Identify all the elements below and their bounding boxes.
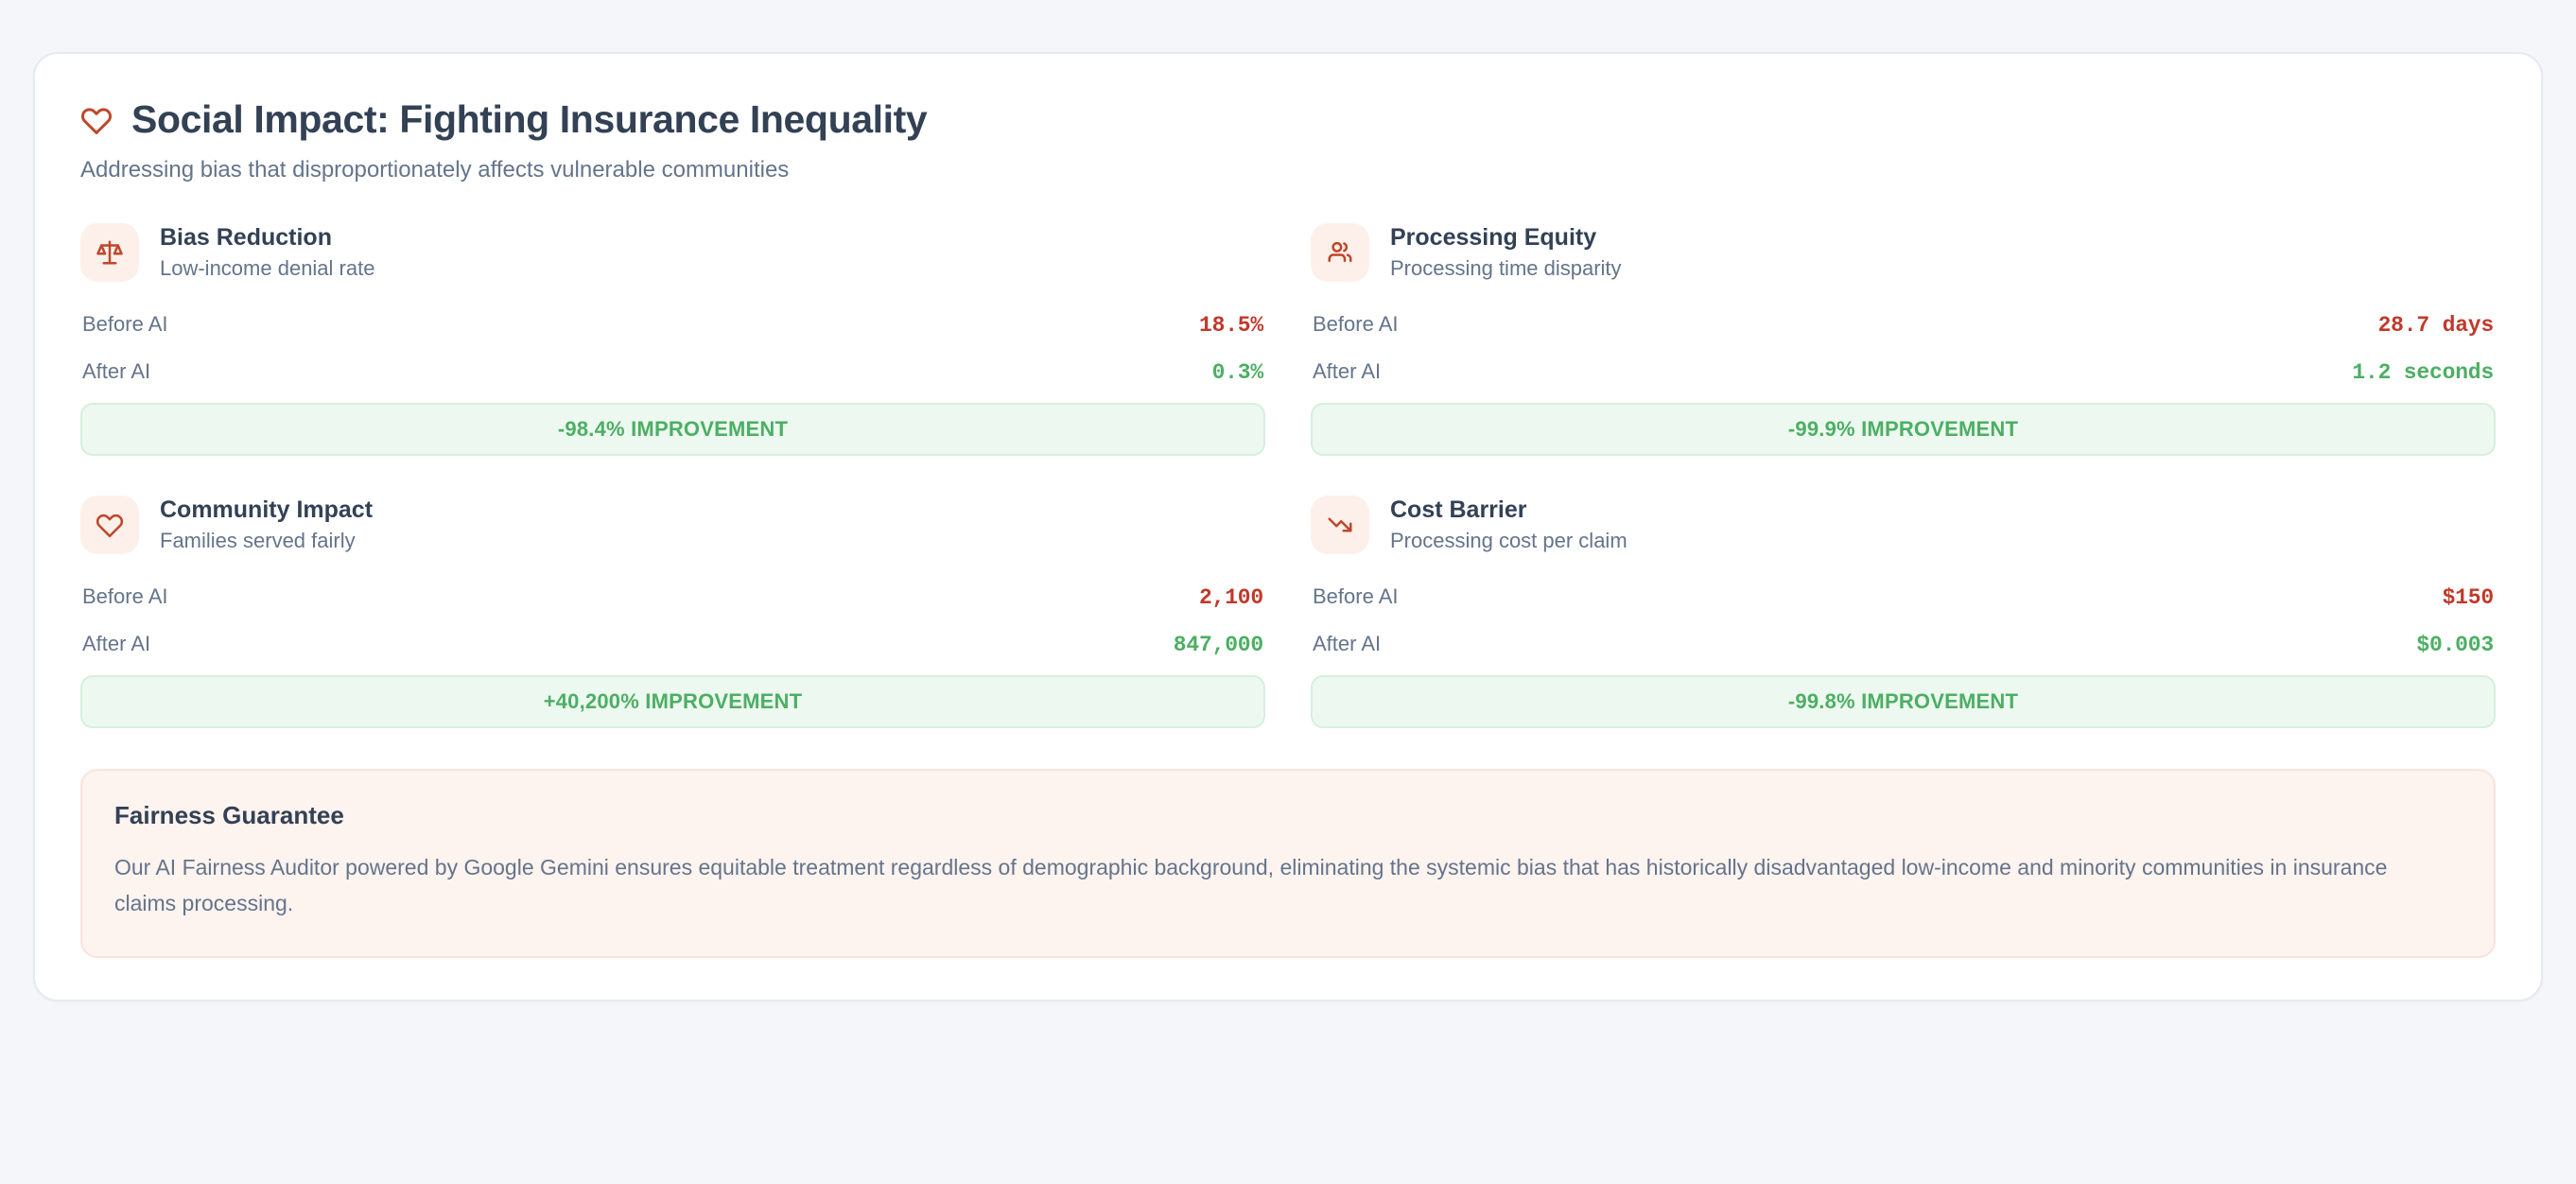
before-row: Before AI 2,100 — [80, 579, 1265, 616]
panel-subtitle: Addressing bias that disproportionately … — [80, 157, 790, 183]
metric-sublabel: Families served fairly — [160, 529, 356, 553]
before-value: 28.7 days — [2377, 313, 2495, 339]
metric-header: Cost Barrier Processing cost per claim — [1311, 496, 2496, 555]
metric-grid: Bias Reduction Low-income denial rate Be… — [80, 218, 2496, 729]
before-value: 18.5% — [1198, 313, 1263, 339]
social-impact-panel: Social Impact: Fighting Insurance Inequa… — [33, 52, 2543, 1001]
metric-sublabel: Processing cost per claim — [1390, 529, 1627, 553]
after-label: After AI — [1313, 632, 1382, 656]
metric-label: Cost Barrier — [1390, 496, 1527, 523]
metric-label: Community Impact — [160, 496, 374, 523]
metric-label: Bias Reduction — [160, 223, 332, 251]
fairness-guarantee-title: Fairness Guarantee — [114, 801, 344, 830]
improvement-badge: -99.9% IMPROVEMENT — [1311, 403, 2496, 457]
after-value: 0.3% — [1211, 360, 1264, 386]
page-title: Social Impact: Fighting Insurance Inequa… — [131, 97, 928, 141]
scales-icon — [80, 223, 139, 283]
improvement-badge: -99.8% IMPROVEMENT — [1311, 675, 2496, 729]
after-row: After AI $0.003 — [1311, 626, 2496, 663]
after-row: After AI 0.3% — [80, 354, 1265, 391]
metric-card-community-impact: Community Impact Families served fairly … — [80, 490, 1265, 729]
fairness-guarantee-box: Fairness Guarantee Our AI Fairness Audit… — [80, 769, 2496, 958]
metric-title-block: Community Impact Families served fairly — [160, 496, 373, 554]
after-label: After AI — [82, 359, 151, 384]
after-label: After AI — [82, 632, 151, 656]
metric-header: Community Impact Families served fairly — [80, 496, 1265, 555]
after-value: 1.2 seconds — [2352, 360, 2494, 386]
title-row: Social Impact: Fighting Insurance Inequa… — [80, 97, 2496, 141]
after-row: After AI 1.2 seconds — [1311, 354, 2496, 391]
metric-header: Bias Reduction Low-income denial rate — [80, 223, 1265, 283]
metric-card-processing-equity: Processing Equity Processing time dispar… — [1311, 218, 2496, 457]
before-label: Before AI — [1313, 584, 1399, 609]
panel-header: Social Impact: Fighting Insurance Inequa… — [80, 97, 2496, 183]
metric-title-block: Processing Equity Processing time dispar… — [1390, 224, 1622, 282]
before-label: Before AI — [82, 312, 168, 337]
before-label: Before AI — [82, 584, 168, 609]
heart-icon — [80, 496, 139, 555]
metric-header: Processing Equity Processing time dispar… — [1311, 223, 2496, 283]
metric-card-cost-barrier: Cost Barrier Processing cost per claim B… — [1311, 490, 2496, 729]
before-row: Before AI 28.7 days — [1311, 306, 2496, 343]
metric-sublabel: Processing time disparity — [1390, 256, 1622, 281]
before-row: Before AI $150 — [1311, 579, 2496, 616]
before-row: Before AI 18.5% — [80, 306, 1265, 343]
metric-title-block: Bias Reduction Low-income denial rate — [160, 224, 374, 282]
before-value: $150 — [2442, 585, 2495, 611]
after-value: 847,000 — [1173, 633, 1263, 658]
metric-title-block: Cost Barrier Processing cost per claim — [1390, 496, 1627, 554]
fairness-guarantee-text: Our AI Fairness Auditor powered by Googl… — [114, 855, 2388, 916]
after-label: After AI — [1313, 359, 1382, 384]
improvement-badge: +40,200% IMPROVEMENT — [80, 675, 1265, 729]
before-label: Before AI — [1313, 312, 1399, 337]
improvement-badge: -98.4% IMPROVEMENT — [80, 403, 1265, 457]
heart-icon — [80, 104, 113, 136]
metric-card-bias-reduction: Bias Reduction Low-income denial rate Be… — [80, 218, 1265, 457]
trending-down-icon — [1311, 496, 1369, 555]
metric-sublabel: Low-income denial rate — [160, 256, 375, 281]
after-value: $0.003 — [2416, 633, 2494, 658]
before-value: 2,100 — [1198, 585, 1263, 611]
after-row: After AI 847,000 — [80, 626, 1265, 663]
users-icon — [1311, 223, 1369, 283]
metric-label: Processing Equity — [1390, 223, 1597, 251]
